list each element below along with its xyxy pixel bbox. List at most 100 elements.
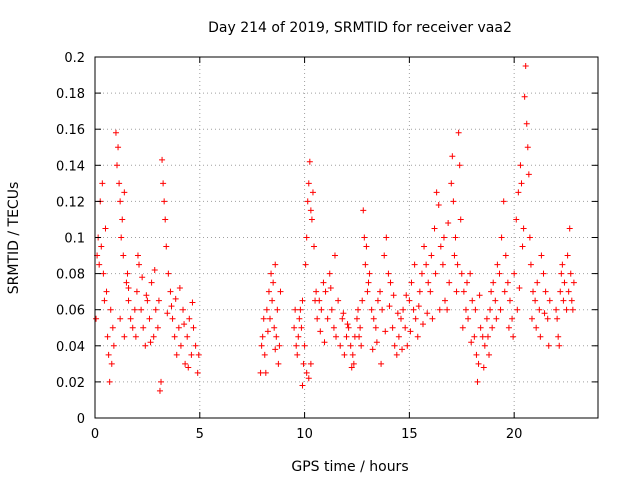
data-point — [194, 369, 201, 376]
data-point — [305, 180, 312, 187]
data-point — [404, 342, 411, 349]
data-point — [511, 270, 518, 277]
data-point — [176, 285, 183, 292]
data-point — [167, 288, 174, 295]
data-point — [449, 153, 456, 160]
x-axis-label: GPS time / hours — [291, 459, 408, 475]
data-point — [115, 144, 122, 151]
y-tick-label: 0.2 — [64, 51, 85, 66]
data-point — [163, 243, 170, 250]
data-point — [304, 198, 311, 205]
data-point — [483, 315, 490, 322]
data-point — [331, 252, 338, 259]
data-point — [476, 292, 483, 299]
data-point — [326, 270, 333, 277]
data-point — [317, 328, 324, 335]
data-point — [347, 342, 354, 349]
data-point — [432, 270, 439, 277]
data-point — [415, 303, 422, 310]
data-point — [386, 303, 393, 310]
data-point — [408, 279, 415, 286]
data-point — [146, 315, 153, 322]
data-point — [484, 333, 491, 340]
data-point — [132, 333, 139, 340]
data-point — [421, 243, 428, 250]
data-point — [140, 324, 147, 331]
data-point — [527, 261, 534, 268]
data-point — [144, 297, 151, 304]
data-point — [564, 252, 571, 259]
data-point — [99, 180, 106, 187]
data-point — [275, 360, 282, 367]
chart-title: Day 214 of 2019, SRMTID for receiver vaa… — [208, 20, 512, 36]
data-point — [487, 306, 494, 313]
data-point — [492, 297, 499, 304]
data-point — [400, 306, 407, 313]
data-point — [127, 315, 134, 322]
data-point — [515, 189, 522, 196]
data-point — [159, 156, 166, 163]
data-point — [458, 270, 465, 277]
data-point — [139, 274, 146, 281]
data-point — [120, 252, 127, 259]
data-point — [397, 315, 404, 322]
data-point — [481, 342, 488, 349]
data-point — [324, 315, 331, 322]
data-point — [369, 346, 376, 353]
data-point — [150, 333, 157, 340]
data-point — [134, 252, 141, 259]
data-point — [542, 288, 549, 295]
data-point — [427, 288, 434, 295]
data-point — [357, 324, 364, 331]
data-point — [394, 310, 401, 317]
data-point — [118, 234, 125, 241]
data-point — [121, 333, 128, 340]
data-point — [303, 234, 310, 241]
y-tick-label: 0.06 — [56, 304, 85, 319]
data-point — [260, 315, 267, 322]
data-point — [505, 324, 512, 331]
data-point — [473, 351, 480, 358]
data-point — [322, 288, 329, 295]
data-point — [446, 279, 453, 286]
data-point — [411, 261, 418, 268]
data-point — [257, 369, 264, 376]
data-point — [559, 261, 566, 268]
data-point — [195, 351, 202, 358]
data-point — [389, 324, 396, 331]
data-point — [399, 346, 406, 353]
data-point — [556, 342, 563, 349]
data-point — [268, 270, 275, 277]
data-point — [121, 189, 128, 196]
data-point — [496, 270, 503, 277]
data-point — [156, 387, 163, 394]
data-point — [374, 297, 381, 304]
data-point — [554, 315, 561, 322]
data-point — [472, 306, 479, 313]
data-point — [259, 333, 266, 340]
data-point — [518, 180, 525, 187]
data-point — [318, 306, 325, 313]
data-point — [412, 315, 419, 322]
data-point — [561, 279, 568, 286]
data-point — [474, 378, 481, 385]
data-point — [407, 328, 414, 335]
data-point — [294, 351, 301, 358]
data-point — [298, 324, 305, 331]
data-point — [272, 346, 279, 353]
data-point — [171, 333, 178, 340]
data-point — [402, 324, 409, 331]
data-point — [433, 189, 440, 196]
data-point — [125, 285, 132, 292]
data-point — [129, 324, 136, 331]
data-point — [569, 306, 576, 313]
data-point — [330, 324, 337, 331]
data-point — [437, 243, 444, 250]
data-point — [114, 162, 121, 169]
data-point — [519, 243, 526, 250]
data-point — [390, 292, 397, 299]
data-point — [158, 378, 165, 385]
data-point — [339, 315, 346, 322]
data-point — [265, 288, 272, 295]
data-point — [109, 324, 116, 331]
